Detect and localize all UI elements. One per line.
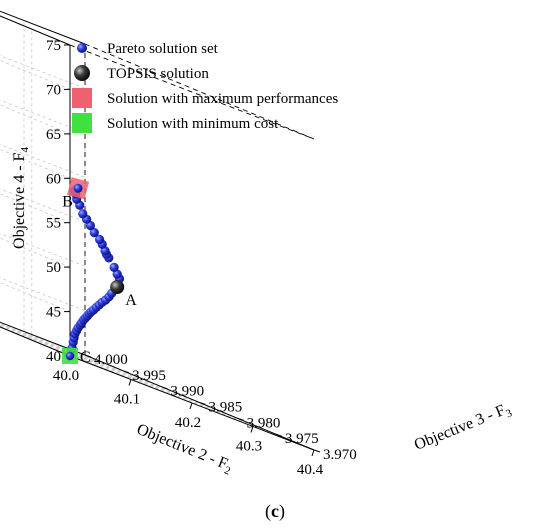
- grid-line: [0, 188, 86, 223]
- topsis-point: [110, 280, 125, 294]
- caption-letter: c: [271, 501, 279, 521]
- floor-back-edge: [0, 321, 86, 356]
- z-tick-label: 45: [46, 305, 61, 321]
- z-tick-label: 55: [46, 216, 61, 232]
- grid-line: [0, 322, 193, 404]
- pareto-point: [95, 234, 105, 245]
- legend: Pareto solution set TOPSIS solution Soluti…: [72, 41, 338, 133]
- y-tick-label: 3.990: [170, 384, 204, 400]
- y-axis-title-subscript: 3: [504, 407, 514, 420]
- x-tick-label: 40.2: [175, 415, 201, 431]
- grid-line: [0, 322, 124, 372]
- data-points: A B C: [62, 177, 137, 366]
- x-tick-label: 40.4: [297, 462, 324, 478]
- z-axis-title: Objective 4 - F4: [11, 147, 31, 249]
- caption-open-paren: (: [265, 501, 271, 522]
- y-tick-mark: [123, 370, 130, 374]
- pareto-point: [65, 351, 75, 361]
- z-axis-title-subscript: 4: [19, 147, 31, 153]
- y-tick-mark: [313, 449, 321, 453]
- y-tick-mark: [237, 417, 244, 421]
- legend-label: Pareto solution set: [107, 41, 219, 57]
- legend-marker: [74, 65, 90, 81]
- grid-line: [0, 326, 238, 419]
- y-tick-label: 3.980: [247, 415, 281, 431]
- legend-label: Solution with minimum cost: [107, 116, 279, 132]
- top-edge: [0, 15, 71, 46]
- y-tick-label: 3.995: [132, 368, 166, 384]
- pareto-point: [78, 209, 88, 219]
- z-tick-label: 75: [46, 38, 61, 54]
- y-tick-label: 4.000: [94, 352, 128, 368]
- y-tick-label: 3.985: [209, 400, 243, 416]
- legend-marker: [77, 43, 87, 53]
- point-label-b: B: [62, 193, 73, 210]
- x-tick-mark: [250, 426, 254, 433]
- y-tick-label: 3.975: [285, 431, 319, 447]
- z-tick-label: 40: [46, 349, 61, 365]
- y-tick-mark: [199, 402, 206, 405]
- z-tick-label: 65: [46, 127, 61, 143]
- legend-marker: [72, 88, 92, 108]
- point-label-c: C: [80, 349, 91, 366]
- grid-line: [23, 331, 254, 427]
- grid-line: [0, 99, 86, 134]
- z-tick-label: 50: [46, 260, 61, 276]
- y-axis-title-text: Objective 3 - F: [412, 402, 508, 454]
- legend-label: Solution with maximum performances: [107, 91, 338, 107]
- y-axis-title: Objective 3 - F3: [412, 400, 514, 457]
- y-tick-mark: [84, 354, 92, 358]
- z-axis-title-text: Objective 4 - F: [11, 152, 28, 249]
- z-tick-label: 70: [46, 82, 61, 98]
- floor-back-edge: [0, 326, 71, 357]
- grid-line: [0, 324, 162, 388]
- grid-line: [0, 325, 200, 403]
- top-edge: [0, 10, 86, 45]
- grid-line: [0, 10, 86, 45]
- legend-marker: [72, 113, 92, 133]
- y-tick-mark: [275, 433, 282, 437]
- x-tick-label: 40.0: [53, 368, 79, 384]
- x-tick-label: 40.3: [236, 439, 262, 455]
- grid-line: [0, 277, 86, 311]
- y-tick-label: 3.970: [323, 447, 357, 463]
- grid-line: [0, 55, 86, 89]
- x-tick-mark: [128, 379, 132, 386]
- y-tick-mark: [161, 386, 168, 390]
- x-axis-title-subscript: 2: [223, 464, 233, 477]
- figure-caption: (c): [265, 501, 285, 522]
- top-dashed-edge: [69, 44, 315, 140]
- legend-label: TOPSIS solution: [107, 66, 209, 82]
- pareto-point: [73, 183, 83, 193]
- caption-close-paren: ): [279, 501, 285, 522]
- pareto-point: [109, 262, 119, 272]
- grid-line: [0, 144, 86, 178]
- grid-line: [0, 232, 86, 267]
- point-label-a: A: [125, 292, 137, 309]
- z-tick-label: 60: [46, 171, 61, 187]
- pareto-point: [89, 228, 99, 238]
- x-tick-label: 40.1: [114, 392, 140, 408]
- x-tick-mark: [311, 449, 315, 457]
- x-tick-mark: [189, 402, 193, 410]
